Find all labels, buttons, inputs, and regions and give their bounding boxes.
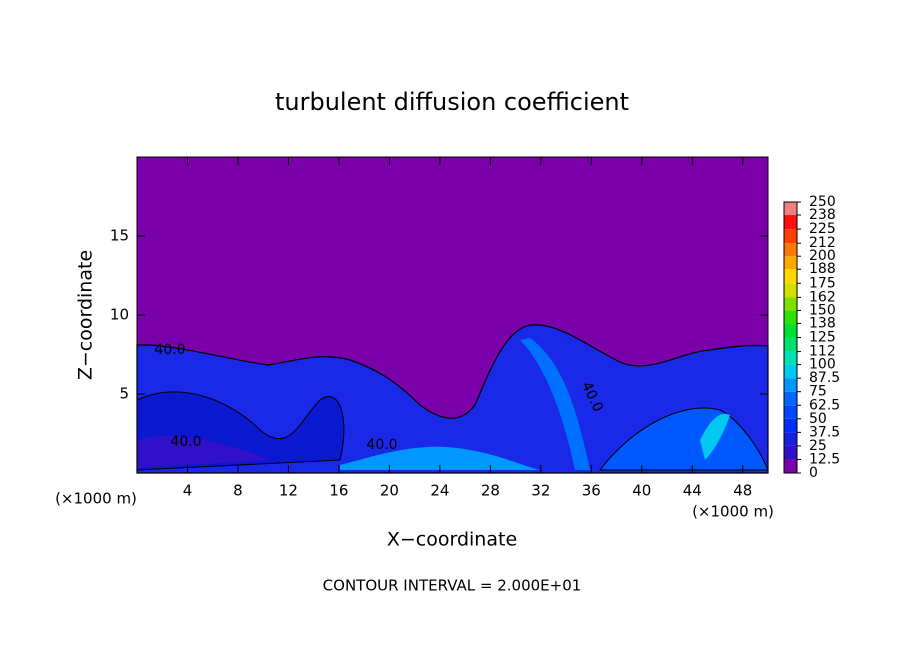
colorbar-label: 50: [809, 411, 827, 427]
x-tick-label: 16: [329, 482, 348, 500]
x-tick-label: 44: [683, 482, 702, 500]
colorbar-bin: [784, 337, 797, 352]
x-tick-label: 20: [380, 482, 399, 500]
colorbar-bin: [784, 269, 797, 284]
colorbar-label: 87.5: [809, 370, 840, 386]
colorbar-label: 150: [809, 302, 836, 318]
y-tick-label: 5: [119, 385, 129, 403]
x-tick-label: 36: [582, 482, 601, 500]
colorbar-bin: [784, 432, 797, 446]
colorbar-bin: [784, 459, 797, 473]
x-tick-label: 24: [430, 482, 449, 500]
field-streak: [340, 446, 540, 470]
field-streak: [520, 338, 590, 470]
footnote: CONTOUR INTERVAL = 2.000E+01: [323, 577, 582, 595]
field: [136, 157, 769, 474]
colorbar-bin: [784, 229, 797, 244]
colorbar-bin: [784, 351, 797, 365]
colorbar-label: 188: [809, 261, 836, 277]
colorbar-bin: [784, 391, 797, 406]
colorbar-label: 125: [809, 330, 836, 346]
colorbar-bin: [784, 405, 797, 419]
colorbar-label: 25: [809, 438, 827, 454]
x-tick-label: 40: [632, 482, 651, 500]
chart-title: turbulent diffusion coefficient: [275, 88, 629, 116]
contour-label: 40.0: [366, 437, 397, 453]
colorbar-bin: [784, 364, 797, 379]
y-tick-label: 10: [110, 306, 129, 324]
x-axis-label: X−coordinate: [387, 529, 517, 551]
colorbar-label: 250: [809, 194, 836, 210]
colorbar-label: 225: [809, 221, 836, 237]
contour-label: 40.0: [154, 342, 185, 358]
colorbar-label: 0: [809, 465, 818, 481]
colorbar-label: 162: [809, 289, 836, 305]
colorbar-bin: [784, 310, 797, 324]
colorbar-bin: [784, 283, 797, 298]
colorbar-bin: [784, 445, 797, 460]
x-unit-right: (×1000 m): [692, 503, 774, 521]
colorbar-label: 175: [809, 275, 836, 291]
contour-label: 40.0: [170, 434, 201, 450]
x-tick-label: 48: [733, 482, 752, 500]
colorbar-label: 62.5: [809, 397, 840, 413]
colorbar-bin: [784, 243, 797, 257]
colorbar-label: 75: [809, 384, 827, 400]
y-axis-label: Z−coordinate: [75, 250, 97, 380]
colorbar-label: 238: [809, 207, 836, 223]
colorbar-label: 100: [809, 357, 836, 373]
colorbar-bin: [784, 215, 797, 230]
colorbar-bin: [784, 323, 797, 338]
field-streak: [700, 413, 730, 460]
colorbar-bin: [784, 202, 797, 216]
colorbar-label: 200: [809, 248, 836, 264]
x-unit-left: (×1000 m): [55, 490, 137, 508]
x-tick-label: 12: [279, 482, 298, 500]
colorbar-bin: [784, 297, 797, 311]
colorbar-bin: [784, 378, 797, 392]
y-tick-label: 15: [110, 227, 129, 245]
field-streak: [137, 436, 270, 468]
x-tick-label: 8: [233, 482, 243, 500]
colorbar-label: 138: [809, 315, 836, 331]
x-tick-label: 4: [183, 482, 193, 500]
colorbar-label: 212: [809, 235, 836, 251]
colorbar-label: 12.5: [809, 451, 840, 467]
colorbar-label: 112: [809, 344, 836, 360]
colorbar-label: 37.5: [809, 424, 840, 440]
x-tick-label: 28: [481, 482, 500, 500]
x-tick-label: 32: [531, 482, 550, 500]
colorbar-bin: [784, 418, 797, 433]
colorbar-bin: [784, 256, 797, 270]
